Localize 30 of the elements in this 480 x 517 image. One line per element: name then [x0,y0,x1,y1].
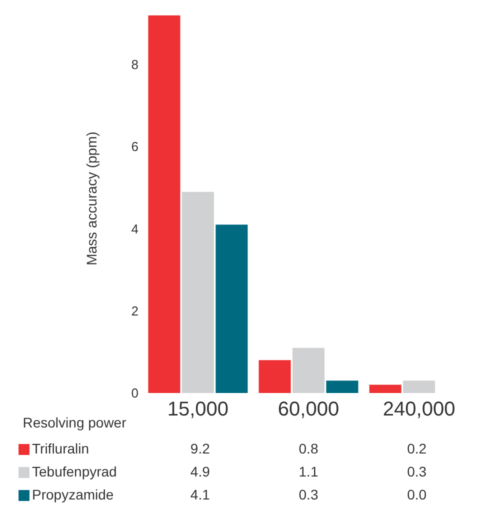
data-label: 0.8 [298,440,318,456]
bar [258,360,291,393]
x-tick-label: 60,000 [278,398,340,420]
data-label: 1.1 [298,464,318,480]
x-tick-label: 240,000 [382,398,456,420]
legend-label: Tebufenpyrad [32,464,117,480]
bar [148,15,180,393]
data-label: 9.2 [190,440,210,456]
data-label: 0.2 [407,440,427,456]
y-tick-label: 2 [131,303,138,318]
data-label: 4.1 [190,486,210,502]
bar [292,348,325,393]
y-tick-label: 6 [131,139,138,154]
bar [369,384,402,393]
x-tick-label: 15,000 [167,398,229,420]
y-axis-title: Mass accuracy (ppm) [83,132,100,266]
bar [182,192,214,393]
y-tick-label: 8 [131,57,138,72]
y-tick-label: 0 [131,386,138,400]
legend-label: Trifluralin [32,440,90,456]
bar [403,380,436,393]
x-axis-title: Resolving power [22,414,127,430]
legend-label: Propyzamide [32,486,114,502]
bar [326,380,358,393]
bar [216,224,248,393]
y-tick-label: 4 [131,221,138,236]
data-label: 0.3 [298,486,318,502]
data-label: 0.0 [407,486,427,502]
data-label: 4.9 [190,464,210,480]
data-label: 0.3 [407,464,427,480]
